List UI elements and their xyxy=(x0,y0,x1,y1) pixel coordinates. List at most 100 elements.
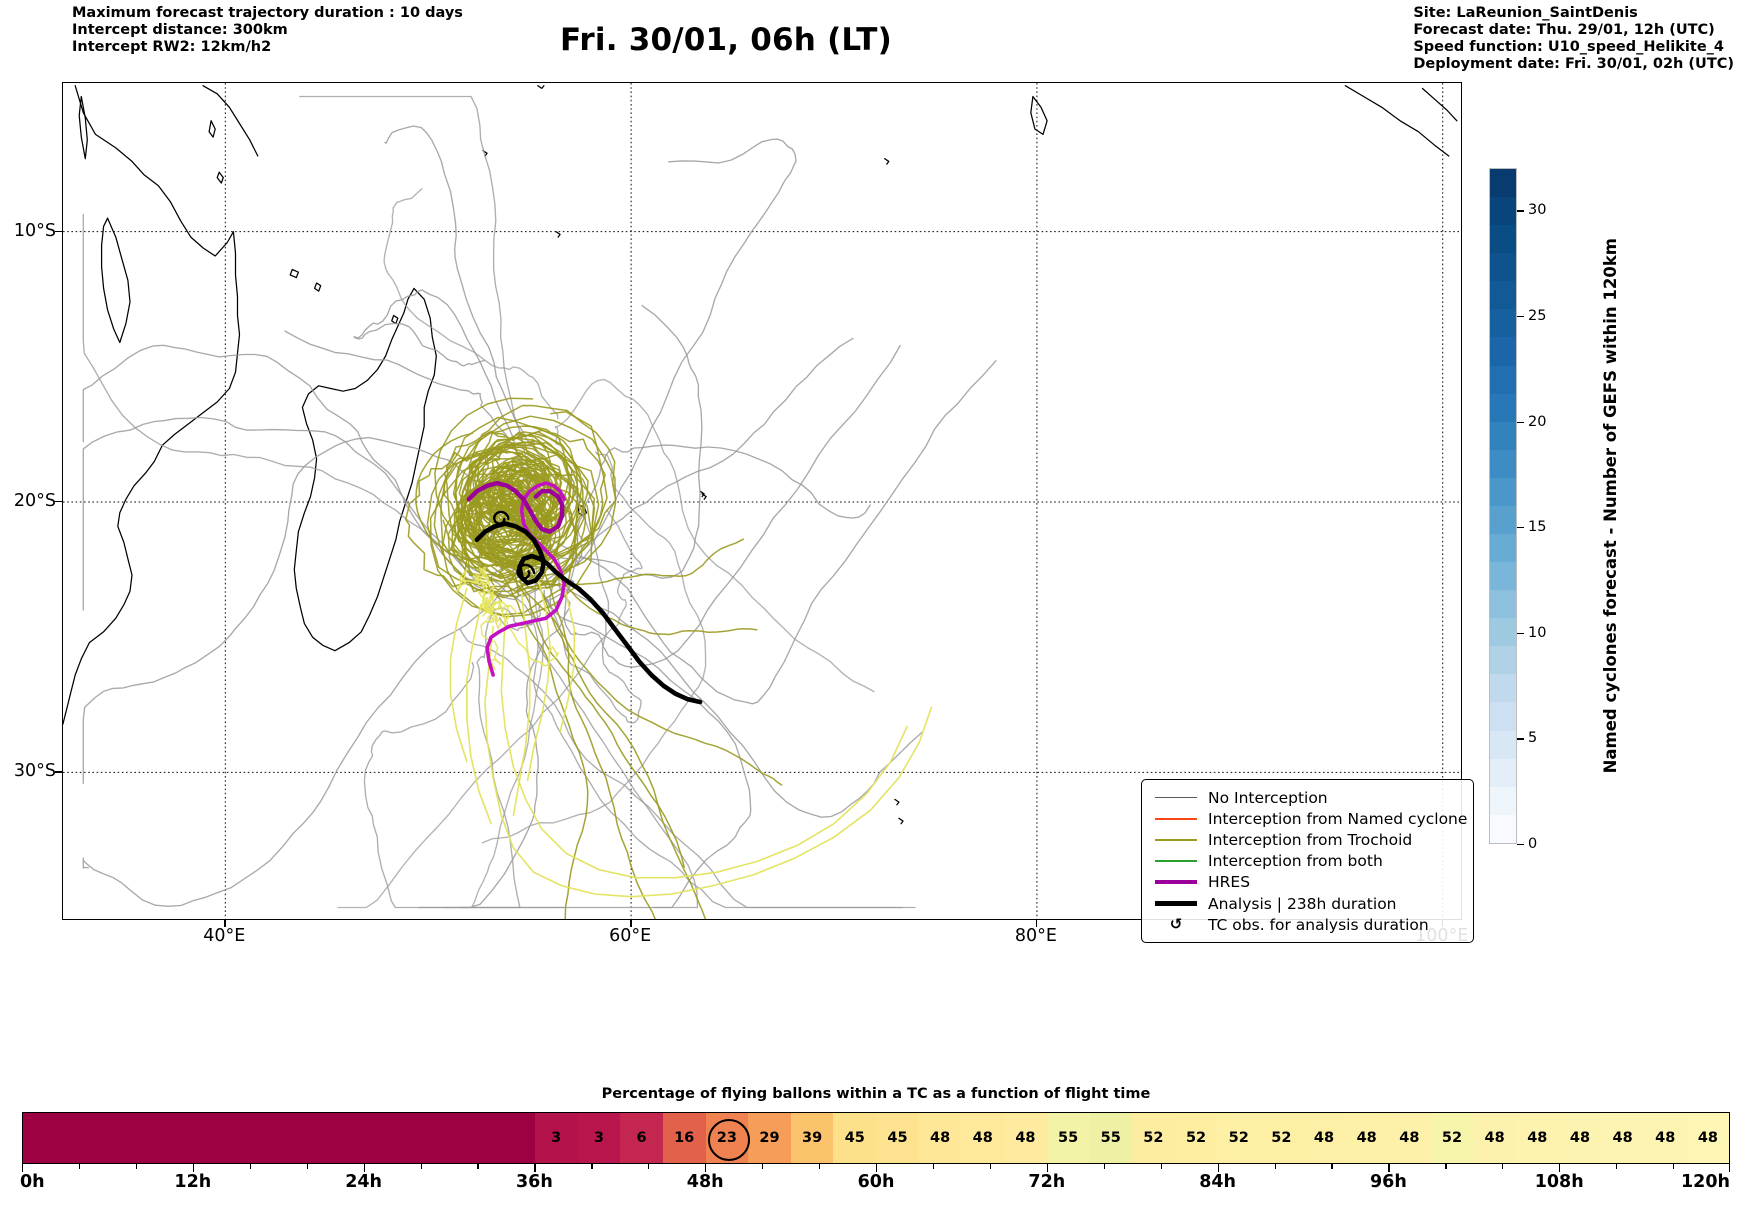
colorbar-tick-mark xyxy=(1517,844,1524,846)
colorbar-tick-label-0: 0 xyxy=(1528,836,1538,852)
timeline-cell-3[interactable] xyxy=(150,1113,194,1163)
colorbar-swatch-14 xyxy=(1490,562,1516,591)
timeline-cell-13[interactable]: 3 xyxy=(577,1113,621,1163)
timeline-minor-tick xyxy=(1673,1164,1675,1169)
timeline-value: 48 xyxy=(1655,1130,1676,1146)
timeline-cell-20[interactable]: 45 xyxy=(876,1113,919,1163)
timeline-cell-8[interactable] xyxy=(364,1113,407,1163)
timeline-cell-18[interactable]: 39 xyxy=(790,1113,834,1163)
legend-line xyxy=(1155,860,1197,862)
timeline-axis-label-7: 84h xyxy=(1199,1172,1236,1192)
timeline-value: 48 xyxy=(1313,1130,1335,1146)
colorbar-swatch-8 xyxy=(1490,393,1516,422)
timeline-value: 48 xyxy=(930,1130,951,1146)
timeline-cell-34[interactable]: 48 xyxy=(1473,1113,1516,1163)
colorbar-swatch-12 xyxy=(1490,505,1516,535)
timeline-cell-32[interactable]: 48 xyxy=(1388,1113,1431,1163)
timeline-value: 48 xyxy=(1697,1130,1719,1146)
legend-item-0[interactable]: No Interception xyxy=(1150,787,1463,808)
timeline-value: 48 xyxy=(1356,1130,1377,1146)
timeline-cell-9[interactable] xyxy=(406,1113,450,1163)
legend-line-swatch xyxy=(1150,796,1202,799)
timeline-cell-5[interactable] xyxy=(236,1113,279,1163)
timeline-cell-24[interactable]: 55 xyxy=(1046,1113,1090,1163)
timeline-minor-tick xyxy=(1274,1164,1276,1169)
timeline-minor-tick xyxy=(420,1164,422,1169)
timeline-value: 48 xyxy=(1527,1130,1548,1146)
colorbar-swatch-1 xyxy=(1490,197,1516,226)
timeline-cell-7[interactable] xyxy=(321,1113,365,1163)
header-left-block: Maximum forecast trajectory duration : 1… xyxy=(72,5,463,56)
legend-item-2[interactable]: Interception from Trochoid xyxy=(1150,829,1463,850)
legend-line-swatch xyxy=(1150,860,1202,862)
timeline-cell-19[interactable]: 45 xyxy=(833,1113,877,1163)
legend-line xyxy=(1155,817,1197,820)
timeline-value: 55 xyxy=(1100,1130,1121,1146)
timeline-cell-0[interactable] xyxy=(23,1113,66,1163)
timeline-cell-2[interactable] xyxy=(108,1113,151,1163)
timeline-cell-28[interactable]: 52 xyxy=(1217,1113,1261,1163)
timeline-minor-tick xyxy=(249,1164,251,1169)
colorbar-swatch-23 xyxy=(1490,814,1516,843)
legend-item-5[interactable]: Analysis | 238h duration xyxy=(1150,893,1463,914)
timeline-cell-30[interactable]: 48 xyxy=(1302,1113,1346,1163)
timeline-axis-label-3: 36h xyxy=(515,1172,553,1192)
timeline-bar[interactable]: 3 3 6 16 23 29 39 45 45 48 48 48 55 55 52 52 52 52 48 48 48 5… xyxy=(22,1112,1730,1164)
timeline-minor-tick xyxy=(306,1164,308,1169)
timeline-cell-15[interactable]: 16 xyxy=(662,1113,706,1163)
legend-line xyxy=(1155,796,1197,799)
timeline-axis-label-5: 60h xyxy=(857,1172,895,1192)
colorbar-swatch-0 xyxy=(1490,169,1516,198)
timeline-cell-38[interactable]: 48 xyxy=(1643,1113,1687,1163)
timeline-cell-26[interactable]: 52 xyxy=(1132,1113,1175,1163)
colorbar-swatch-3 xyxy=(1490,253,1516,282)
timeline-cell-16[interactable]: 23 xyxy=(705,1113,750,1163)
legend-item-3[interactable]: Interception from both xyxy=(1150,851,1463,872)
timeline-cell-37[interactable]: 48 xyxy=(1601,1113,1644,1163)
timeline-cell-21[interactable]: 48 xyxy=(918,1113,962,1163)
timeline-cell-14[interactable]: 6 xyxy=(620,1113,663,1163)
timeline-minor-tick xyxy=(78,1164,81,1169)
timeline-cell-17[interactable]: 29 xyxy=(748,1113,791,1163)
map-ytick-mark xyxy=(55,230,62,233)
map-ytick-mark xyxy=(55,771,62,773)
timeline-cell-39[interactable]: 48 xyxy=(1686,1113,1729,1163)
colorbar[interactable]: 0 5 10 15 20 25 30 xyxy=(1489,168,1546,852)
page-title: Fri. 30/01, 06h (LT) xyxy=(560,22,892,58)
timeline-cell-23[interactable]: 48 xyxy=(1004,1113,1047,1163)
timeline-cell-35[interactable]: 48 xyxy=(1515,1113,1559,1163)
map-xtick-mark xyxy=(224,920,226,927)
legend-line-swatch xyxy=(1150,839,1202,841)
timeline-container[interactable]: 3 3 6 16 23 29 39 45 45 48 48 48 55 55 52 52 52 52 48 48 48 5… xyxy=(22,1112,1730,1172)
timeline-cell-12[interactable]: 3 xyxy=(534,1113,578,1163)
timeline-axis-label-4: 48h xyxy=(686,1172,724,1192)
legend-item-1[interactable]: Interception from Named cyclone xyxy=(1150,808,1467,829)
legend-item-6[interactable]: ↺ TC obs. for analysis duration xyxy=(1150,914,1463,935)
timeline-cell-11[interactable] xyxy=(492,1113,535,1163)
timeline-cell-29[interactable]: 52 xyxy=(1260,1113,1303,1163)
timeline-tick-mark xyxy=(192,1164,194,1172)
timeline-cell-36[interactable]: 48 xyxy=(1558,1113,1602,1163)
timeline-cell-25[interactable]: 55 xyxy=(1089,1113,1133,1163)
timeline-minor-tick xyxy=(648,1164,650,1169)
timeline-value: 48 xyxy=(972,1130,993,1146)
timeline-axis-label-9: 108h xyxy=(1534,1172,1584,1192)
timeline-cell-22[interactable]: 48 xyxy=(961,1113,1005,1163)
legend-line xyxy=(1155,839,1197,841)
header-site: Site: LaReunion_SaintDenis xyxy=(1413,5,1638,21)
timeline-cell-4[interactable] xyxy=(193,1113,237,1163)
legend-line-swatch xyxy=(1150,880,1202,885)
map-xtick-0: 40°E xyxy=(203,926,246,946)
timeline-cell-10[interactable] xyxy=(449,1113,493,1163)
timeline-cell-33[interactable]: 52 xyxy=(1430,1113,1474,1163)
timeline-cell-31[interactable]: 48 xyxy=(1345,1113,1388,1163)
header-left-line-3: Intercept RW2: 12km/h2 xyxy=(72,39,272,55)
colorbar-swatch-11 xyxy=(1490,477,1516,506)
legend-item-label: TC obs. for analysis duration xyxy=(1208,915,1429,934)
timeline-cell-1[interactable] xyxy=(65,1113,109,1163)
timeline-cell-6[interactable] xyxy=(278,1113,322,1163)
timeline-cell-27[interactable]: 52 xyxy=(1174,1113,1218,1163)
timeline-value: 3 xyxy=(551,1130,562,1146)
map-legend[interactable]: No Interception Interception from Named c… xyxy=(1141,779,1474,944)
legend-item-4[interactable]: HRES xyxy=(1150,872,1463,893)
